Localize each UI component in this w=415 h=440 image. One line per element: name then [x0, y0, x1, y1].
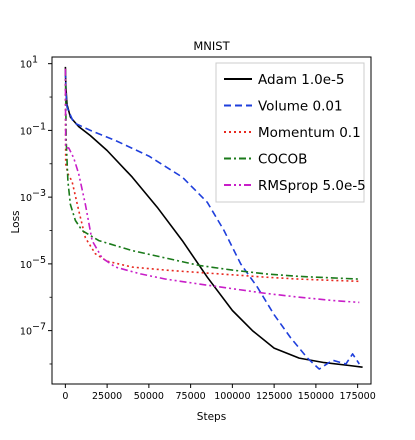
plot-frame	[51, 56, 372, 385]
x-tick-label: 100000	[214, 391, 250, 402]
x-tick-label: 25000	[92, 391, 122, 402]
legend-label-1: Volume 0.01	[258, 99, 343, 115]
legend-label-4: RMSprop 5.0e-5	[258, 178, 366, 194]
chart-title: MNIST	[193, 39, 230, 53]
x-tick-label: 175000	[340, 391, 376, 402]
x-tick-label: 125000	[256, 391, 292, 402]
legend-label-2: Momentum 0.1	[258, 125, 361, 141]
legend-label-0: Adam 1.0e-5	[258, 72, 345, 88]
x-axis-title: Steps	[197, 411, 226, 423]
x-tick-label: 50000	[134, 391, 164, 402]
y-tick-exponent: −1	[32, 121, 46, 132]
y-tick-exponent: −5	[32, 255, 46, 266]
y-tick-exponent: 1	[32, 55, 38, 66]
y-tick-label: 10	[20, 126, 32, 137]
x-tick-label: 150000	[298, 391, 334, 402]
y-tick-label: 10	[20, 60, 32, 71]
y-tick-exponent: −3	[32, 188, 46, 199]
y-tick-exponent: −7	[32, 322, 46, 333]
x-tick-label: 0	[62, 391, 68, 402]
legend: Adam 1.0e-5 Volume 0.01 Momentum 0.1 COCOB R…	[215, 62, 366, 203]
y-tick-label: 10	[20, 327, 32, 338]
x-tick-label: 75000	[176, 391, 206, 402]
y-tick-label: 10	[20, 193, 32, 204]
series-line-3	[64, 68, 360, 280]
y-tick-label: 10	[20, 260, 32, 271]
series-line-1	[64, 71, 360, 370]
series-line-2	[64, 68, 360, 283]
legend-label-3: COCOB	[258, 152, 307, 168]
y-axis-title: Loss	[10, 210, 22, 233]
